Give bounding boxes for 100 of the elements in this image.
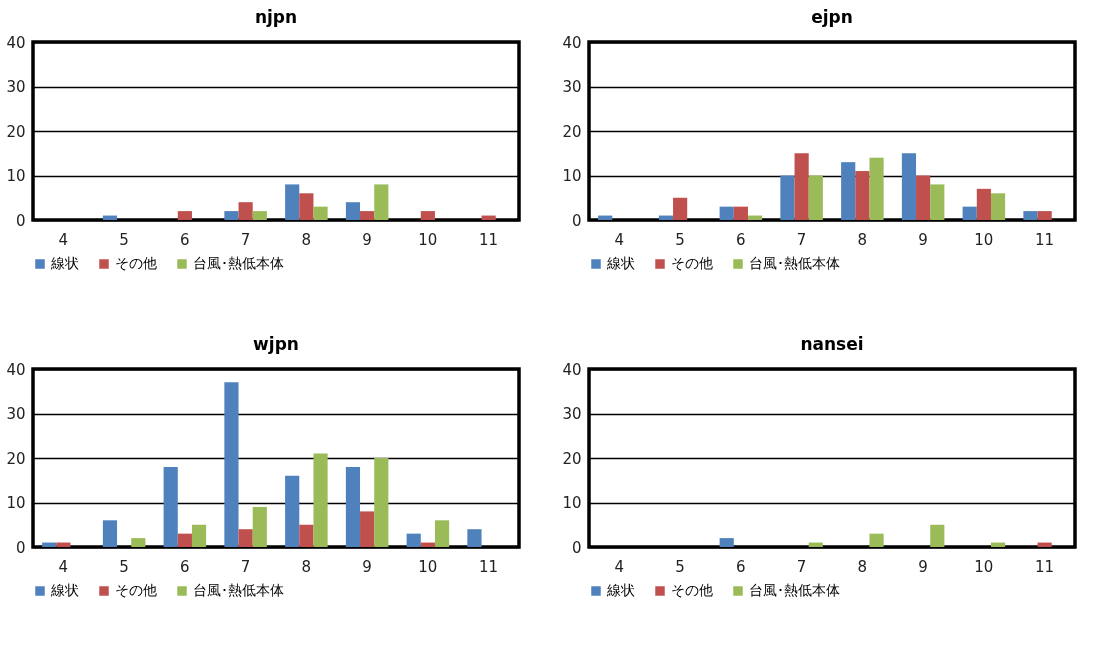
- bar: [434, 520, 450, 547]
- bar: [1023, 211, 1038, 220]
- bar: [177, 533, 192, 547]
- legend-label: 台風･熱低本体: [193, 255, 284, 271]
- x-tick-label: 5: [119, 557, 129, 576]
- x-tick-label: 7: [240, 230, 251, 249]
- x-tick-label: 6: [736, 557, 746, 576]
- bar: [360, 211, 375, 220]
- bar: [420, 211, 435, 220]
- x-tick-label: 9: [362, 230, 372, 249]
- legend-label: その他: [671, 255, 713, 271]
- bar: [313, 206, 328, 220]
- bar: [794, 153, 809, 220]
- bar: [285, 184, 300, 220]
- y-tick-label: 10: [6, 167, 26, 185]
- bar: [869, 157, 884, 220]
- x-tick-label: 8: [301, 557, 312, 576]
- bar: [901, 153, 917, 220]
- x-tick-label: 10: [974, 230, 994, 249]
- y-tick-label: 10: [562, 494, 582, 512]
- x-tick-label: 9: [918, 557, 928, 576]
- y-tick-label: 20: [562, 449, 582, 468]
- bar: [224, 211, 239, 220]
- bar: [673, 197, 688, 220]
- chart-title: wjpn: [253, 334, 299, 354]
- y-tick-label: 30: [562, 78, 582, 96]
- bar: [299, 524, 314, 547]
- bar: [285, 475, 300, 547]
- bar: [252, 506, 267, 547]
- bar: [345, 202, 361, 220]
- bar: [467, 529, 482, 547]
- legend-label: 線状: [50, 255, 79, 271]
- y-tick-label: 20: [6, 122, 26, 141]
- y-tick-label: 0: [15, 538, 26, 557]
- bar: [733, 206, 748, 220]
- y-tick-label: 40: [562, 33, 582, 52]
- legend-label: 台風･熱低本体: [193, 582, 284, 598]
- x-tick-label: 4: [614, 557, 625, 576]
- bar: [808, 175, 823, 220]
- bar: [374, 184, 389, 220]
- x-tick-label: 8: [301, 230, 312, 249]
- x-tick-label: 9: [918, 230, 928, 249]
- y-tick-label: 10: [6, 494, 26, 512]
- bar: [1037, 211, 1052, 220]
- bar: [719, 538, 734, 547]
- bar: [930, 184, 945, 220]
- x-tick-label: 7: [240, 557, 251, 576]
- chart-title: ejpn: [811, 7, 853, 27]
- y-tick-label: 20: [562, 122, 582, 141]
- x-tick-label: 11: [479, 230, 499, 249]
- x-tick-label: 4: [58, 557, 69, 576]
- legend-label: 台風･熱低本体: [749, 255, 840, 271]
- bar: [990, 193, 1006, 220]
- x-tick-label: 11: [479, 557, 499, 576]
- x-tick-label: 5: [119, 230, 129, 249]
- bar: [360, 511, 375, 547]
- legend-label: 線状: [50, 582, 79, 598]
- x-tick-label: 6: [736, 230, 746, 249]
- y-tick-label: 30: [562, 405, 582, 423]
- x-tick-label: 5: [675, 557, 685, 576]
- y-tick-label: 20: [6, 449, 26, 468]
- bar: [406, 533, 421, 547]
- bar: [131, 538, 146, 547]
- bar: [238, 529, 253, 547]
- x-tick-label: 10: [418, 557, 438, 576]
- bar: [374, 458, 389, 547]
- y-tick-label: 40: [6, 360, 26, 379]
- y-tick-label: 0: [571, 211, 582, 230]
- y-tick-label: 30: [6, 405, 26, 423]
- y-tick-label: 10: [562, 167, 582, 185]
- x-tick-label: 4: [614, 230, 625, 249]
- bar: [238, 202, 253, 220]
- bar: [191, 524, 207, 547]
- bar: [976, 188, 991, 220]
- legend-label: その他: [115, 582, 157, 598]
- bar: [252, 211, 267, 220]
- x-tick-label: 8: [857, 230, 868, 249]
- x-tick-label: 10: [974, 557, 994, 576]
- y-tick-label: 0: [15, 211, 26, 230]
- bar: [719, 206, 734, 220]
- bar: [855, 171, 870, 220]
- bar: [780, 175, 795, 220]
- y-tick-label: 40: [6, 33, 26, 52]
- x-tick-label: 8: [857, 557, 868, 576]
- bar: [930, 524, 945, 547]
- bar: [313, 453, 328, 547]
- x-tick-label: 6: [180, 230, 190, 249]
- bar: [916, 175, 931, 220]
- y-tick-label: 0: [571, 538, 582, 557]
- x-tick-label: 6: [180, 557, 190, 576]
- bar: [177, 211, 192, 220]
- chart-title: njpn: [254, 7, 298, 27]
- x-tick-label: 4: [58, 230, 69, 249]
- bar: [163, 466, 178, 547]
- x-tick-label: 11: [1035, 230, 1055, 249]
- y-tick-label: 30: [6, 78, 26, 96]
- legend-label: その他: [115, 255, 157, 271]
- x-tick-label: 10: [418, 230, 438, 249]
- bar: [102, 520, 118, 547]
- bar: [345, 466, 361, 547]
